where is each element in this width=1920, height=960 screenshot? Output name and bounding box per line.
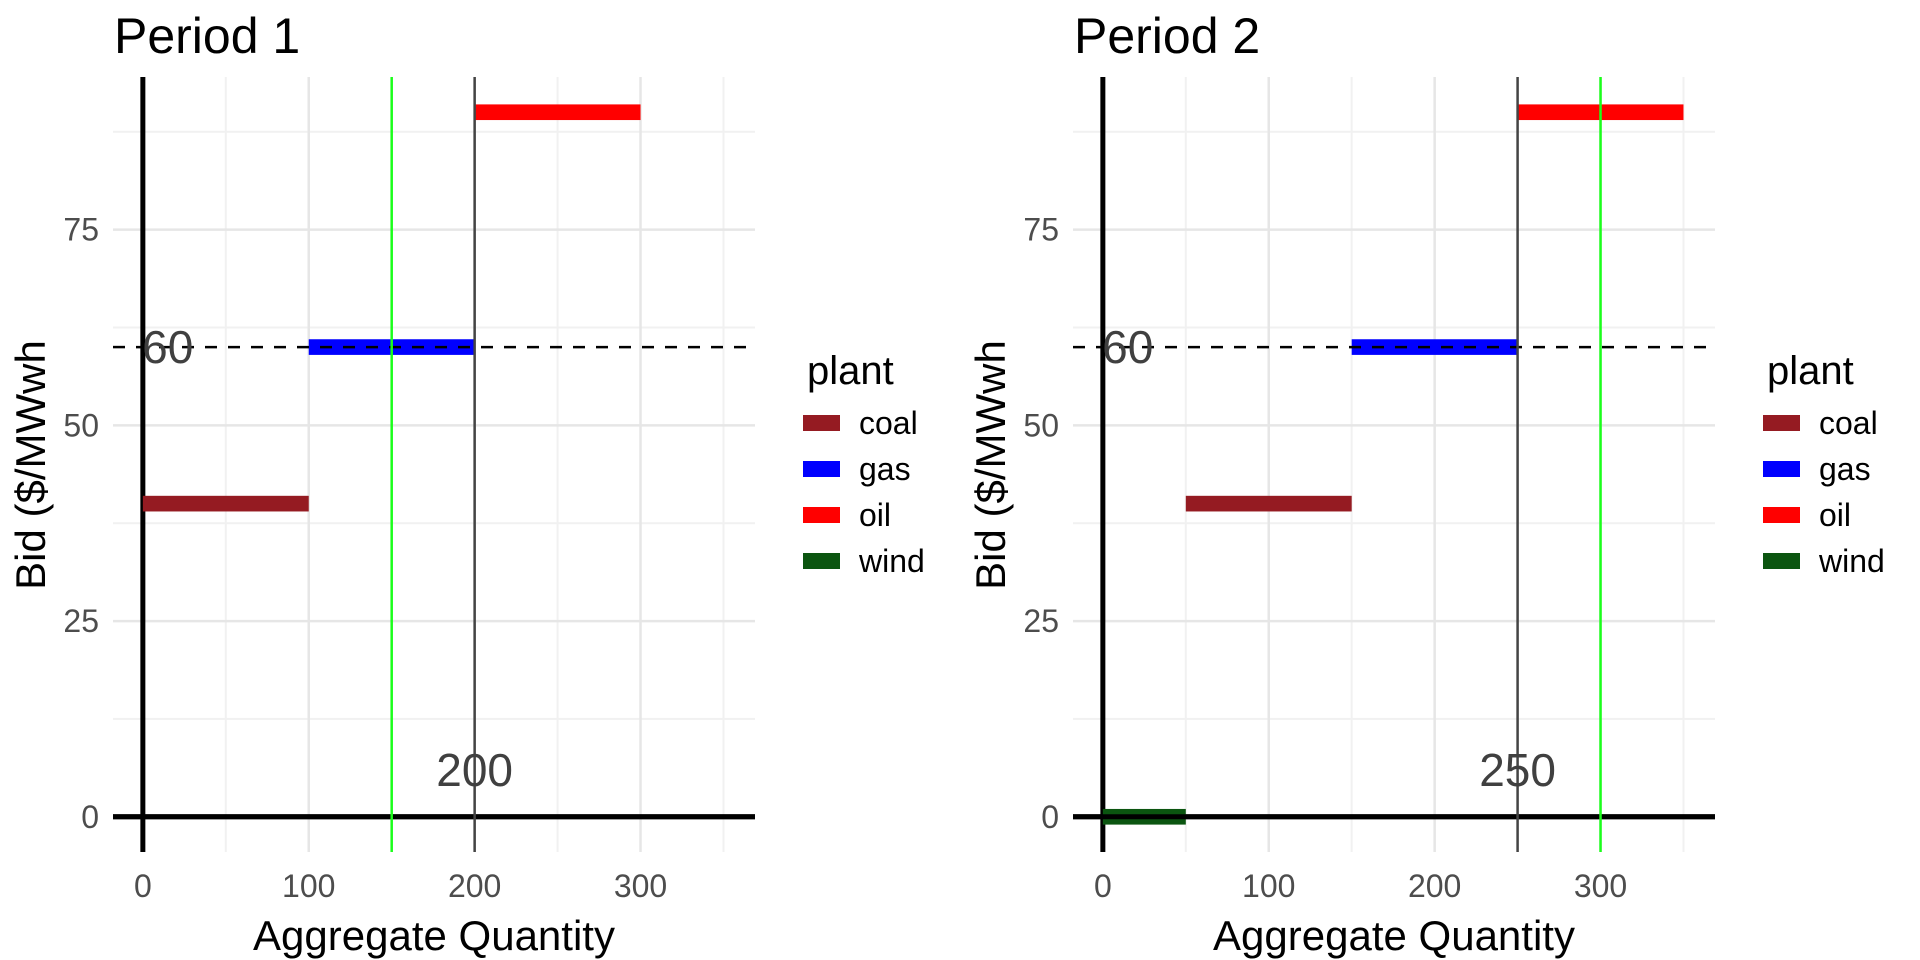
annotation-label: 60 — [142, 321, 193, 373]
y-axis-title: Bid ($/MWwh — [7, 340, 54, 590]
x-axis-title: Aggregate Quantity — [1213, 912, 1575, 959]
annotation-label: 200 — [436, 744, 513, 796]
legend-key-gas — [803, 461, 840, 477]
y-tick-label: 50 — [1023, 407, 1059, 443]
legend-label-gas: gas — [1819, 451, 1871, 487]
legend-key-wind — [803, 553, 840, 569]
x-tick-label: 200 — [448, 868, 501, 904]
legend-key-gas — [1763, 461, 1800, 477]
legend-key-wind — [1763, 553, 1800, 569]
y-tick-label: 50 — [63, 407, 99, 443]
y-tick-label: 25 — [63, 603, 99, 639]
y-tick-label: 25 — [1023, 603, 1059, 639]
x-tick-label: 0 — [134, 868, 152, 904]
legend-label-oil: oil — [1819, 497, 1851, 533]
x-tick-label: 300 — [1574, 868, 1627, 904]
legend-key-oil — [1763, 507, 1800, 523]
x-axis-title: Aggregate Quantity — [253, 912, 615, 959]
y-tick-label: 0 — [1041, 799, 1059, 835]
x-tick-label: 300 — [614, 868, 667, 904]
x-tick-label: 0 — [1094, 868, 1112, 904]
chart-title: Period 1 — [114, 8, 300, 64]
y-tick-label: 0 — [81, 799, 99, 835]
legend-label-coal: coal — [1819, 405, 1878, 441]
y-axis-title: Bid ($/MWwh — [967, 340, 1014, 590]
annotation-label: 250 — [1479, 744, 1556, 796]
x-tick-label: 100 — [1242, 868, 1295, 904]
legend-label-coal: coal — [859, 405, 918, 441]
bar-gas — [1351, 339, 1518, 355]
plot-area: 0 100 200 300 0 25 50 75 60 250 — [1023, 77, 1715, 904]
legend-label-wind: wind — [1818, 543, 1885, 579]
x-tick-label: 200 — [1408, 868, 1461, 904]
chart-title: Period 2 — [1074, 8, 1260, 64]
legend-label-wind: wind — [858, 543, 925, 579]
panel-period-1: Period 1 Aggregate Quantity Bid ($/MWwh … — [7, 8, 925, 959]
legend-label-gas: gas — [859, 451, 911, 487]
legend-title: plant — [807, 349, 894, 393]
bar-coal — [1185, 495, 1352, 512]
plot-area: 0 100 200 300 0 25 50 75 60 200 — [63, 77, 755, 904]
legend-key-coal — [1763, 415, 1800, 431]
legend: plant coal gas oil wind — [1763, 349, 1885, 579]
legend-label-oil: oil — [859, 497, 891, 533]
bar-oil — [474, 104, 641, 121]
y-tick-label: 75 — [63, 212, 99, 248]
y-tick-label: 75 — [1023, 212, 1059, 248]
legend: plant coal gas oil wind — [803, 349, 925, 579]
panel-period-2: Period 2 Aggregate Quantity Bid ($/MWwh … — [967, 8, 1885, 959]
legend-key-oil — [803, 507, 840, 523]
legend-title: plant — [1767, 349, 1854, 393]
annotation-label: 60 — [1102, 321, 1153, 373]
bar-coal — [142, 495, 309, 512]
legend-key-coal — [803, 415, 840, 431]
x-tick-label: 100 — [282, 868, 335, 904]
